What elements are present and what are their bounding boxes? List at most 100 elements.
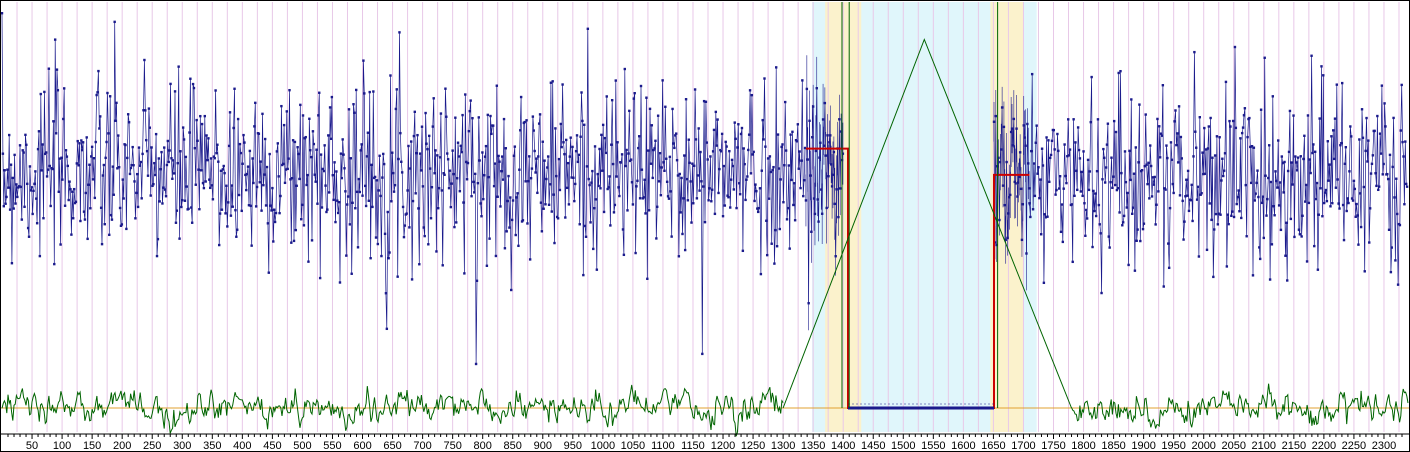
- data-point: [8, 133, 11, 137]
- data-point: [659, 193, 663, 197]
- data-point: [665, 180, 669, 183]
- data-point: [1013, 180, 1016, 184]
- data-point: [1049, 153, 1053, 157]
- data-point: [440, 189, 444, 192]
- data-point: [113, 20, 116, 24]
- data-point: [1075, 169, 1078, 172]
- data-point: [29, 189, 33, 192]
- data-point: [344, 190, 347, 193]
- data-point: [738, 193, 742, 196]
- data-point: [782, 201, 785, 204]
- data-point: [405, 212, 408, 215]
- data-point: [1259, 108, 1263, 111]
- x-tick-label: 850: [504, 440, 522, 452]
- data-point: [496, 195, 499, 198]
- data-point: [600, 133, 603, 137]
- data-point: [1162, 285, 1165, 288]
- data-point: [24, 133, 27, 137]
- data-point: [637, 146, 640, 150]
- data-point: [1303, 134, 1306, 137]
- data-point: [6, 168, 9, 171]
- data-point: [519, 129, 522, 132]
- data-point: [1334, 186, 1338, 189]
- data-point: [428, 134, 431, 138]
- data-point: [420, 125, 424, 128]
- data-point: [1198, 116, 1202, 119]
- data-point: [549, 81, 553, 84]
- data-point: [685, 177, 689, 181]
- data-point: [308, 117, 311, 120]
- data-point: [997, 156, 1000, 160]
- data-point: [1388, 153, 1392, 157]
- x-tick-label: 350: [203, 440, 221, 452]
- data-point: [1321, 215, 1324, 218]
- data-point: [1287, 150, 1291, 154]
- data-point: [686, 199, 690, 202]
- data-point: [411, 199, 415, 203]
- data-point: [27, 235, 31, 238]
- data-point: [203, 114, 206, 118]
- data-point: [309, 148, 312, 152]
- data-point: [449, 205, 453, 209]
- x-tick-label: 2100: [1252, 440, 1276, 452]
- data-point: [108, 95, 112, 98]
- data-point: [218, 212, 222, 215]
- data-point: [796, 123, 800, 126]
- data-point: [418, 263, 421, 266]
- data-point: [197, 168, 200, 171]
- data-point: [174, 221, 178, 224]
- data-point: [67, 198, 70, 202]
- data-point: [677, 255, 681, 258]
- data-point: [674, 134, 677, 137]
- data-point: [1092, 189, 1095, 193]
- data-point: [117, 134, 120, 137]
- data-point: [1217, 212, 1220, 215]
- data-point: [388, 251, 391, 254]
- data-point: [563, 152, 566, 156]
- data-point: [1248, 116, 1251, 120]
- data-point: [1268, 278, 1272, 281]
- data-point: [734, 137, 737, 141]
- data-point: [158, 200, 161, 203]
- data-point: [640, 168, 644, 171]
- data-point: [161, 202, 164, 205]
- data-point: [705, 141, 709, 144]
- data-point: [1243, 107, 1247, 110]
- data-point: [1216, 223, 1220, 226]
- data-point: [1356, 214, 1359, 217]
- data-point: [433, 172, 436, 175]
- data-point: [526, 222, 529, 225]
- data-point: [621, 228, 625, 231]
- data-point: [62, 117, 65, 121]
- data-point: [473, 172, 477, 176]
- data-point: [55, 68, 59, 71]
- data-point: [802, 194, 805, 198]
- data-point: [744, 198, 747, 202]
- data-point: [66, 164, 69, 168]
- data-point: [75, 162, 79, 165]
- data-point: [577, 153, 581, 157]
- data-point: [1204, 172, 1207, 176]
- data-point: [1117, 71, 1120, 75]
- data-point: [1180, 157, 1183, 160]
- data-point: [47, 67, 51, 70]
- data-point: [1171, 182, 1174, 186]
- data-point: [1289, 217, 1293, 221]
- data-point: [486, 113, 489, 117]
- data-point: [583, 123, 586, 126]
- data-point: [1331, 129, 1335, 132]
- data-point: [994, 114, 998, 118]
- series-line-segment: [993, 107, 1030, 254]
- data-point: [1260, 201, 1264, 205]
- data-point: [465, 178, 469, 181]
- data-point: [175, 209, 179, 212]
- data-point: [488, 237, 491, 240]
- data-point: [336, 199, 339, 202]
- data-point: [318, 276, 322, 280]
- data-point: [1245, 235, 1248, 238]
- data-point: [1300, 235, 1303, 238]
- data-point: [1014, 182, 1017, 185]
- data-point: [187, 207, 190, 211]
- data-point: [328, 106, 332, 109]
- data-point: [185, 185, 188, 188]
